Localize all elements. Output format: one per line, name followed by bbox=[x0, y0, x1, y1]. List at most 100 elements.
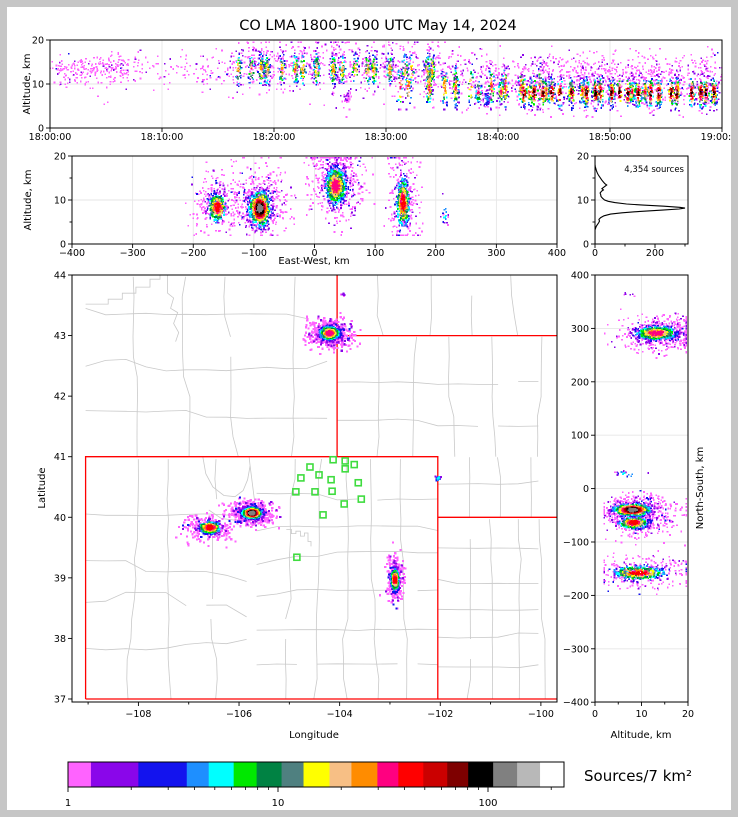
state-borders bbox=[84, 275, 557, 700]
tick-label: 200 bbox=[571, 377, 589, 388]
station-marker bbox=[354, 478, 363, 487]
colorbar-segment bbox=[329, 762, 352, 787]
tick-label: −104 bbox=[327, 709, 353, 720]
ew-height-ylabel: Altitude, km bbox=[23, 170, 34, 231]
station-marker bbox=[357, 495, 366, 503]
station-marker bbox=[340, 500, 348, 508]
lma-stations bbox=[292, 455, 366, 562]
tick-label: 0 bbox=[583, 240, 589, 251]
colorbar-segment bbox=[423, 762, 448, 787]
tick-label: 18:50:00 bbox=[589, 132, 632, 143]
station-marker bbox=[315, 471, 323, 479]
colorbar-segment bbox=[447, 762, 469, 787]
colorbar-segment bbox=[351, 762, 378, 787]
tick-label: 0 bbox=[38, 124, 44, 135]
tick-label: −106 bbox=[226, 709, 252, 720]
colorbar-segment bbox=[517, 762, 541, 787]
tick-label: 20 bbox=[32, 36, 44, 47]
tick-label: −100 bbox=[528, 709, 554, 720]
tick-label: 42 bbox=[54, 392, 66, 403]
tick-label: −108 bbox=[125, 709, 151, 720]
county-lines bbox=[85, 275, 546, 700]
station-marker bbox=[328, 487, 336, 496]
colorbar-segment bbox=[398, 762, 424, 787]
tick-label: 200 bbox=[646, 248, 664, 259]
colorbar-segment bbox=[468, 762, 494, 787]
colorbar-tick-label: 10 bbox=[272, 798, 285, 809]
colorbar-segment bbox=[303, 762, 330, 787]
tick-label: −200 bbox=[563, 591, 589, 602]
colorbar-segment bbox=[68, 762, 92, 787]
tick-label: 200 bbox=[427, 248, 445, 259]
station-marker bbox=[329, 455, 337, 464]
tick-label: −400 bbox=[563, 698, 589, 709]
tick-label: 10 bbox=[635, 709, 647, 720]
station-marker bbox=[341, 465, 349, 473]
colorbar-segment bbox=[186, 762, 210, 787]
tick-label: 20 bbox=[682, 709, 694, 720]
colorbar-segment bbox=[233, 762, 258, 787]
station-marker bbox=[292, 488, 300, 496]
tick-label: 10 bbox=[577, 196, 589, 207]
tick-label: −200 bbox=[180, 248, 206, 259]
colorbar-segment bbox=[281, 762, 305, 787]
time-height-points bbox=[50, 41, 722, 118]
source-count-annotation: 4,354 sources bbox=[624, 165, 684, 175]
tick-label: 40 bbox=[54, 513, 66, 524]
colorbar bbox=[67, 761, 565, 792]
tick-label: 18:40:00 bbox=[477, 132, 520, 143]
time-height-ylabel: Altitude, km bbox=[22, 54, 33, 115]
tick-label: 20 bbox=[54, 152, 66, 163]
map-content bbox=[84, 275, 557, 700]
tick-label: 400 bbox=[548, 248, 566, 259]
tick-label: 19:00:00 bbox=[701, 132, 738, 143]
tick-label: 0 bbox=[60, 240, 66, 251]
plan-view-points bbox=[175, 292, 443, 610]
axis-ticks bbox=[46, 39, 723, 706]
tick-label: 18:10:00 bbox=[141, 132, 184, 143]
map-frame bbox=[71, 274, 558, 703]
tick-label: 10 bbox=[32, 80, 44, 91]
station-marker bbox=[350, 460, 359, 469]
axis-tick-labels: 18:00:00 18:10:00 18:20:00 18:30:00 18:40:00… bbox=[29, 36, 738, 810]
colorbar-segment bbox=[138, 762, 188, 787]
station-marker bbox=[297, 474, 305, 482]
tick-label: −300 bbox=[563, 644, 589, 655]
tick-label: 300 bbox=[487, 248, 505, 259]
tick-label: 0 bbox=[592, 709, 598, 720]
ns-height-ylabel: North-South, km bbox=[695, 447, 706, 530]
tick-label: 0 bbox=[592, 248, 598, 259]
colorbar-segment bbox=[256, 762, 283, 787]
station-marker bbox=[306, 463, 314, 471]
tick-label: 20 bbox=[577, 152, 589, 163]
tick-label: 43 bbox=[54, 331, 66, 342]
tick-label: −100 bbox=[563, 538, 589, 549]
figure-title: CO LMA 1800-1900 UTC May 14, 2024 bbox=[239, 18, 516, 34]
tick-label: 44 bbox=[54, 271, 66, 282]
colorbar-segment bbox=[493, 762, 518, 787]
colorbar-tick-label: 100 bbox=[478, 798, 497, 809]
ew-height-points bbox=[184, 156, 450, 237]
tick-label: 100 bbox=[571, 431, 589, 442]
colorbar-label: Sources/7 km² bbox=[584, 767, 692, 785]
tick-label: 400 bbox=[571, 271, 589, 282]
ns-height-points bbox=[603, 292, 687, 596]
station-marker bbox=[327, 475, 335, 484]
colorbar-tick-label: 1 bbox=[65, 798, 71, 809]
colorbar-segment bbox=[540, 762, 565, 787]
colorbar-segment bbox=[208, 762, 235, 787]
station-marker bbox=[319, 511, 327, 519]
tick-label: 18:00:00 bbox=[29, 132, 72, 143]
ns-height-xlabel: Altitude, km bbox=[611, 730, 672, 741]
gridlines bbox=[49, 40, 723, 703]
altitude-histogram-line bbox=[595, 156, 686, 244]
tick-label: 41 bbox=[54, 452, 66, 463]
tick-label: 0 bbox=[311, 248, 317, 259]
map-ylabel: Latitude bbox=[37, 467, 48, 508]
tick-label: −100 bbox=[241, 248, 267, 259]
station-marker bbox=[293, 553, 301, 562]
ew-height-xlabel: East-West, km bbox=[278, 256, 349, 267]
